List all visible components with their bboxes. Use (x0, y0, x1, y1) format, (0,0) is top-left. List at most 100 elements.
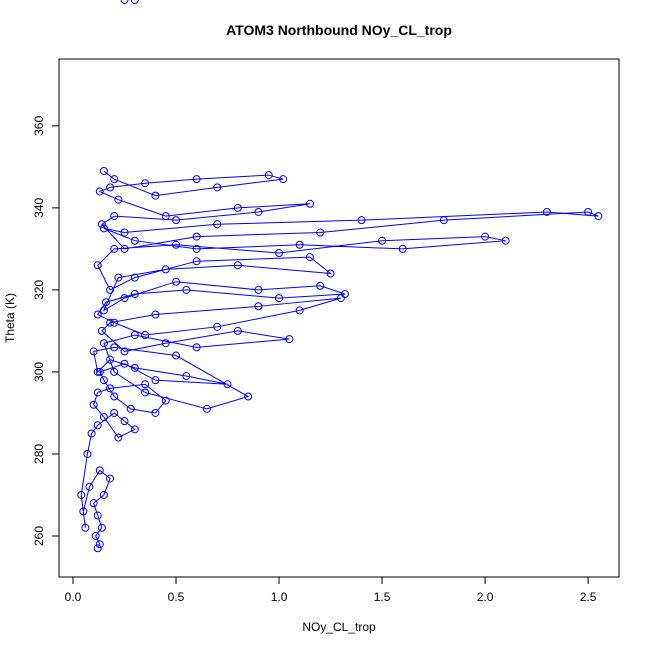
data-point (87, 429, 96, 438)
data-point (130, 236, 139, 245)
data-point (120, 294, 129, 303)
data-point (110, 212, 119, 221)
data-point (326, 269, 335, 278)
data-point (97, 523, 106, 532)
data-point (151, 310, 160, 319)
data-point (79, 507, 88, 516)
data-point (77, 490, 86, 499)
data-point (172, 277, 181, 286)
data-point (141, 388, 150, 397)
data-point (192, 343, 201, 352)
data-point (316, 281, 325, 290)
data-point (106, 355, 115, 364)
data-point (357, 216, 366, 225)
data-point (279, 175, 288, 184)
data-point (93, 367, 102, 376)
data-point (99, 490, 108, 499)
data-point (192, 244, 201, 253)
data-point (161, 396, 170, 405)
data-point (378, 236, 387, 245)
y-tick-label: 280 (32, 444, 46, 464)
data-point (93, 310, 102, 319)
data-point (93, 511, 102, 520)
x-tick-label: 2.5 (580, 590, 597, 604)
y-tick-label: 300 (32, 362, 46, 382)
data-point (213, 322, 222, 331)
data-point (120, 359, 129, 368)
data-point (95, 466, 104, 475)
data-point (89, 400, 98, 409)
data-point (213, 183, 222, 192)
data-point (99, 166, 108, 175)
data-point (110, 392, 119, 401)
data-point (182, 372, 191, 381)
x-tick-label: 1.0 (271, 590, 288, 604)
data-point (594, 212, 603, 221)
data-point (101, 298, 110, 307)
data-point (501, 236, 510, 245)
data-point (120, 228, 129, 237)
data-point (120, 347, 129, 356)
data-point (95, 367, 104, 376)
data-point (99, 413, 108, 422)
data-point (141, 331, 150, 340)
data-point (93, 421, 102, 430)
x-tick-label: 2.0 (477, 590, 494, 604)
data-point (99, 339, 108, 348)
data-point (130, 425, 139, 434)
data-point (91, 531, 100, 540)
data-point (126, 404, 135, 413)
data-point (130, 273, 139, 282)
data-point (85, 482, 94, 491)
data-point (305, 199, 314, 208)
data-point (295, 306, 304, 315)
data-point (223, 380, 232, 389)
data-point (89, 347, 98, 356)
data-point (114, 195, 123, 204)
data-point (120, 417, 129, 426)
data-point (93, 388, 102, 397)
data-point (254, 285, 263, 294)
data-point (114, 433, 123, 442)
data-point (233, 203, 242, 212)
data-point (151, 376, 160, 385)
data-point (275, 248, 284, 257)
data-point (202, 404, 211, 413)
data-point (481, 232, 490, 241)
data-point (106, 474, 115, 483)
data-point (305, 253, 314, 262)
data-point (172, 240, 181, 249)
data-point (97, 326, 106, 335)
data-point (161, 339, 170, 348)
data-point (106, 183, 115, 192)
data-point (213, 220, 222, 229)
y-axis-label: Theta (K) (3, 293, 17, 343)
data-point (110, 367, 119, 376)
data-point (110, 318, 119, 327)
data-point (97, 220, 106, 229)
data-point (192, 175, 201, 184)
data-point (110, 244, 119, 253)
data-point (141, 380, 150, 389)
data-point (151, 191, 160, 200)
data-point (99, 306, 108, 315)
data-point (398, 244, 407, 253)
plot-frame (58, 58, 620, 578)
data-point (285, 335, 294, 344)
data-point (110, 408, 119, 417)
data-point (110, 175, 119, 184)
chart-title: ATOM3 Northbound NOy_CL_trop (226, 22, 452, 38)
y-tick-label: 340 (32, 198, 46, 218)
data-point (93, 261, 102, 270)
data-point (275, 294, 284, 303)
data-point (95, 540, 104, 549)
data-point (295, 240, 304, 249)
data-point (130, 290, 139, 299)
data-point (93, 544, 102, 553)
data-point (95, 187, 104, 196)
y-tick-label: 260 (32, 526, 46, 546)
data-point (316, 228, 325, 237)
data-point (106, 384, 115, 393)
x-tick-label: 0.0 (65, 590, 82, 604)
